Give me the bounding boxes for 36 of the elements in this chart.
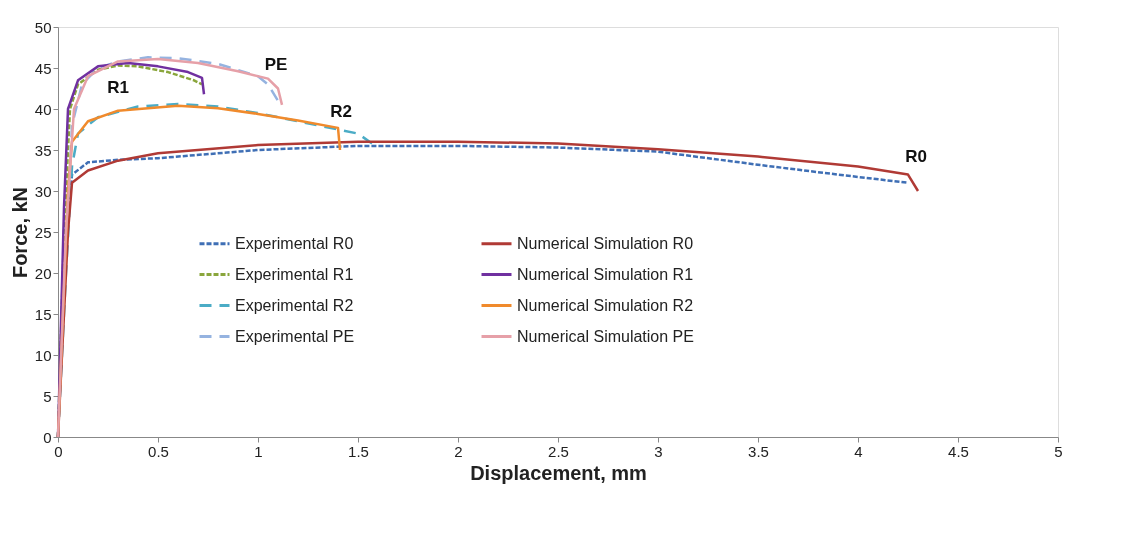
- annotation: R0: [905, 146, 927, 166]
- x-tick-label: 4.5: [948, 442, 969, 460]
- y-tick-label: 45: [34, 59, 52, 77]
- y-axis-title: Force, kN: [8, 186, 31, 279]
- x-tick-label: 4: [854, 442, 863, 460]
- y-tick-label: 10: [34, 346, 52, 364]
- annotation: PE: [264, 54, 288, 74]
- legend-label: Experimental PE: [235, 327, 355, 345]
- y-tick-label: 40: [34, 100, 52, 118]
- legend-label: Experimental R1: [235, 265, 354, 283]
- x-tick-label: 3.5: [748, 442, 769, 460]
- legend-label: Numerical Simulation R2: [517, 296, 694, 314]
- y-tick-label: 20: [34, 264, 52, 282]
- annotation: R2: [330, 101, 352, 121]
- x-tick-label: 3: [654, 442, 663, 460]
- y-tick-label: 5: [43, 387, 52, 405]
- y-tick-label: 30: [34, 182, 52, 200]
- annotation: R1: [107, 77, 129, 97]
- y-tick-label: 25: [34, 223, 52, 241]
- x-tick-label: 2.5: [548, 442, 569, 460]
- x-tick-label: 1: [254, 442, 263, 460]
- x-tick-label: 5: [1054, 442, 1063, 460]
- y-tick-label: 15: [34, 305, 52, 323]
- legend-label: Numerical Simulation R0: [517, 234, 694, 252]
- x-tick-label: 0.5: [148, 442, 169, 460]
- legend-label: Numerical Simulation PE: [517, 327, 694, 345]
- y-tick-label: 0: [43, 428, 52, 446]
- legend-label: Experimental R2: [235, 296, 354, 314]
- y-tick-label: 35: [34, 141, 52, 159]
- x-tick-label: 2: [454, 442, 463, 460]
- x-tick-label: 1.5: [348, 442, 369, 460]
- x-axis-title: Displacement, mm: [470, 461, 647, 484]
- legend-label: Experimental R0: [235, 234, 354, 252]
- legend-label: Numerical Simulation R1: [517, 265, 694, 283]
- x-tick-label: 0: [54, 442, 63, 460]
- y-tick-label: 50: [34, 18, 52, 36]
